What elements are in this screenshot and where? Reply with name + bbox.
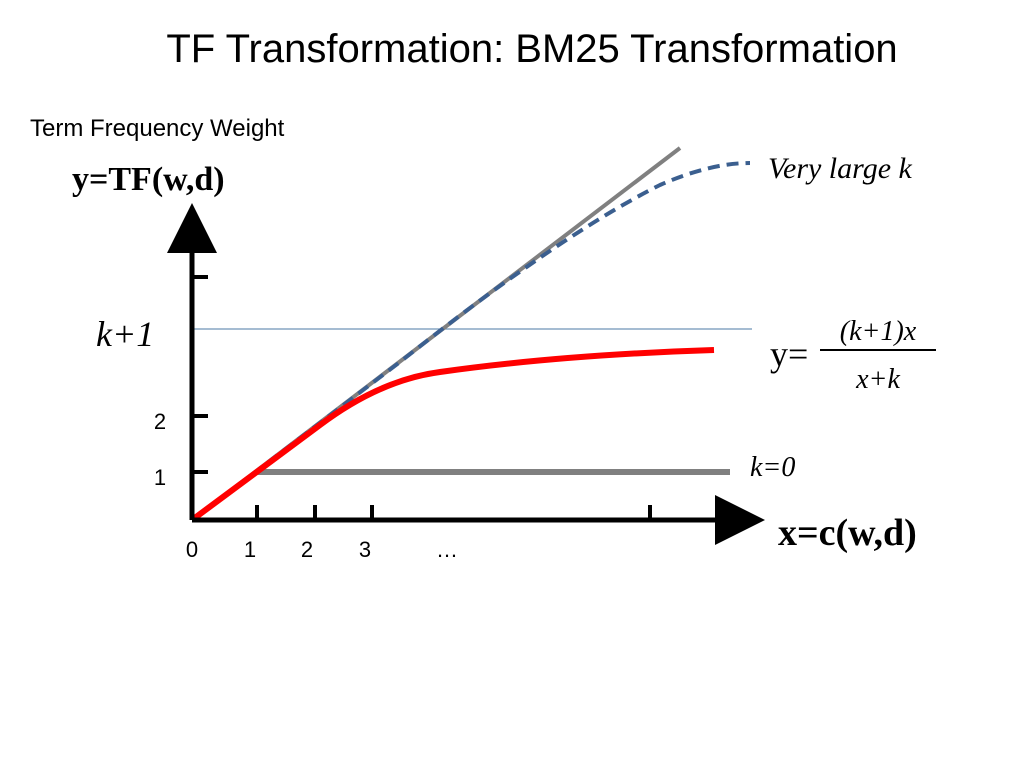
x-tick-label: 0 [186, 537, 198, 562]
y-tick-label: 2 [154, 409, 166, 434]
y-label: y=TF(w,d) [72, 161, 225, 198]
ticks [192, 275, 652, 520]
formula-numerator: (k+1)x [840, 316, 917, 347]
large-k-label: Very large k [768, 152, 913, 185]
formula-denominator: x+k [855, 364, 900, 395]
x-label: x=c(w,d) [778, 512, 917, 554]
x-tick-label: 1 [244, 537, 256, 562]
x-tick-label: 3 [359, 537, 371, 562]
large-k-curve [190, 161, 751, 522]
bm25-curve [190, 347, 715, 523]
title: TF Transformation: BM25 Transformation [166, 27, 897, 71]
k-plus-1-label: k+1 [96, 314, 154, 354]
x-tick-label: … [436, 537, 458, 562]
k-zero-label: k=0 [750, 452, 795, 483]
formula-lhs: y= [770, 334, 808, 374]
y-tick-label: 1 [154, 465, 166, 490]
y-caption: Term Frequency Weight [30, 115, 285, 142]
x-tick-label: 2 [301, 537, 313, 562]
